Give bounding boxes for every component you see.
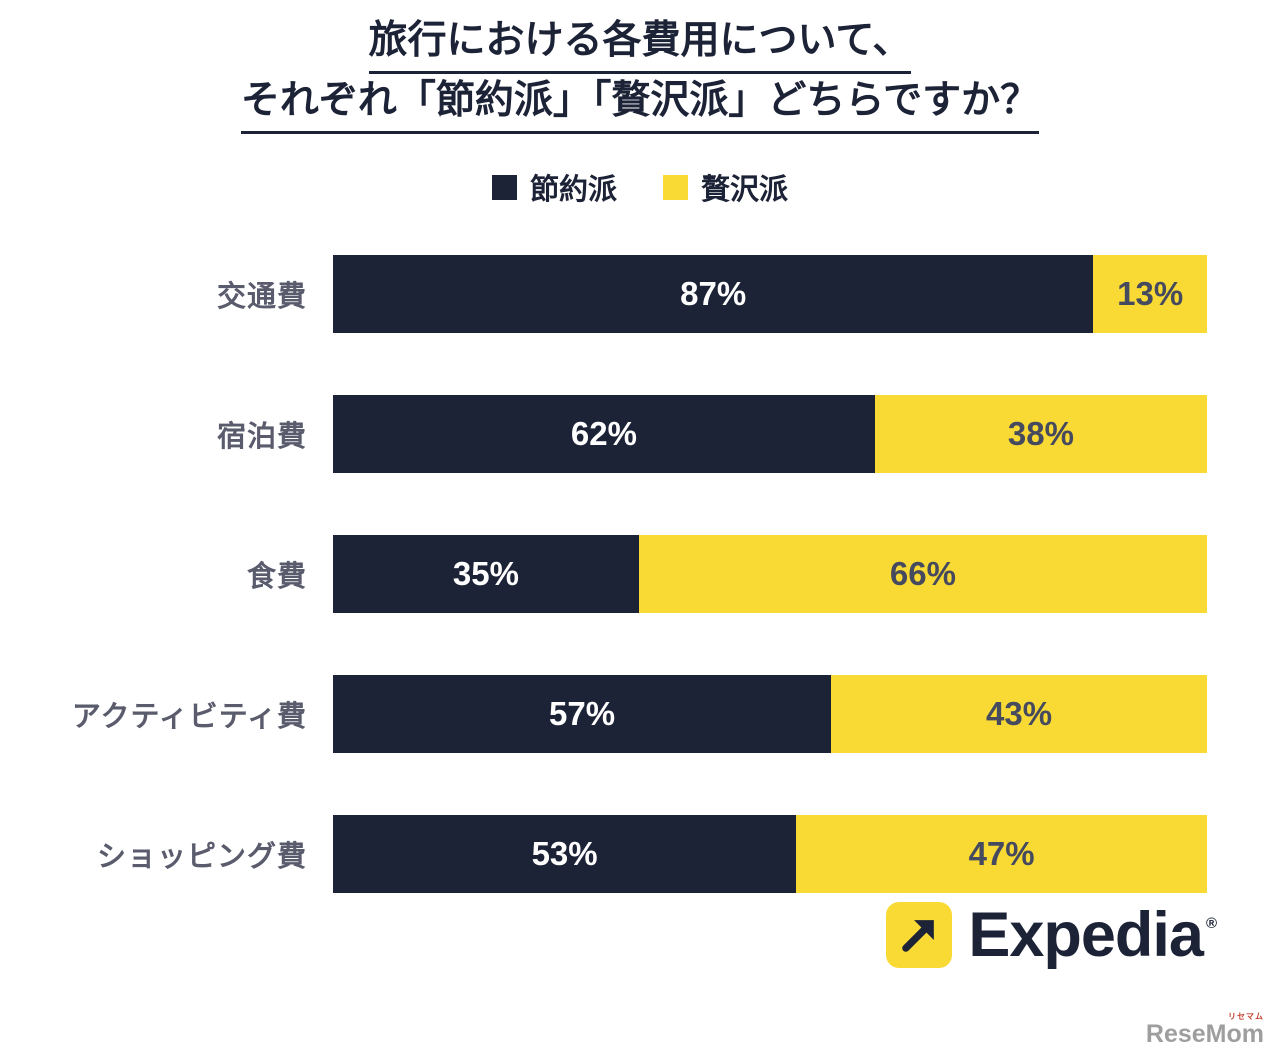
category-label: 宿泊費 <box>216 421 307 453</box>
bar-track: 62% 38% <box>333 395 1207 473</box>
chart-row: アクティビティ費 57% 43% <box>0 675 1207 753</box>
bar-track: 57% 43% <box>333 675 1207 753</box>
bar-segment-zeitaku: 66% <box>638 535 1207 613</box>
bar-track: 87% 13% <box>333 255 1207 333</box>
legend: 節約派 贅沢派 <box>0 166 1280 208</box>
category-label: アクティビティ費 <box>71 701 307 733</box>
bar-segment-zeitaku: 43% <box>831 675 1207 753</box>
category-label: 交通費 <box>216 281 307 313</box>
registered-mark: ® <box>1205 914 1217 932</box>
legend-swatch-zeitaku <box>663 174 688 200</box>
resemom-wordmark: ReseMom <box>1145 1020 1264 1048</box>
legend-item-setsuyaku: 節約派 <box>491 166 617 208</box>
bar-segment-zeitaku: 13% <box>1093 255 1207 333</box>
bar-track: 35% 66% <box>333 535 1207 613</box>
chart-row: 宿泊費 62% 38% <box>0 395 1207 473</box>
chart: 交通費 87% 13% 宿泊費 62% 38% 食費 35% 66% アクティビティ費 57% 43%… <box>0 255 1207 955</box>
bar-segment-zeitaku: 38% <box>874 395 1207 473</box>
category-label: 食費 <box>246 561 307 593</box>
resemom-sub-label: リセマム <box>1228 1012 1264 1021</box>
chart-title-line2: それぞれ「節約派」「贅沢派」どちらですか？ <box>240 74 1040 134</box>
chart-row: 食費 35% 66% <box>0 535 1207 613</box>
bar-segment-setsuyaku: 87% <box>333 255 1094 333</box>
bar-track: 53% 47% <box>333 815 1207 893</box>
expedia-logo: Expedia ® <box>886 899 1217 970</box>
chart-row: ショッピング費 53% 47% <box>0 815 1207 893</box>
bar-segment-setsuyaku: 53% <box>333 815 797 893</box>
resemom-watermark: リセマム ReseMom <box>1146 1013 1264 1047</box>
chart-row: 交通費 87% 13% <box>0 255 1207 333</box>
legend-swatch-setsuyaku <box>491 174 517 200</box>
legend-label-setsuyaku: 節約派 <box>529 174 617 206</box>
legend-item-zeitaku: 贅沢派 <box>663 166 788 208</box>
chart-title-line1: 旅行における各費用について、 <box>368 14 912 74</box>
expedia-arrow-icon <box>886 902 953 968</box>
bar-segment-setsuyaku: 62% <box>333 395 875 473</box>
expedia-wordmark: Expedia ® <box>968 899 1217 970</box>
legend-label-zeitaku: 贅沢派 <box>701 174 789 206</box>
category-label: ショッピング費 <box>96 841 307 873</box>
bar-segment-setsuyaku: 57% <box>333 675 832 753</box>
bar-segment-zeitaku: 47% <box>796 815 1207 893</box>
chart-title: 旅行における各費用について、 それぞれ「節約派」「贅沢派」どちらですか？ <box>0 14 1280 134</box>
bar-segment-setsuyaku: 35% <box>333 535 639 613</box>
